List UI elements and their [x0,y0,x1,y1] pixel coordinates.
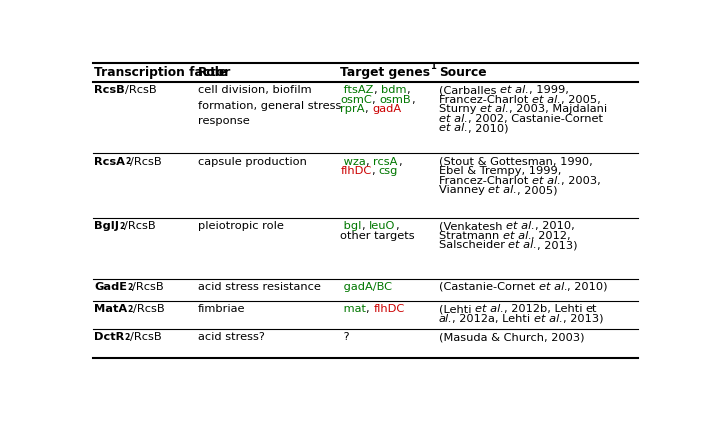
Text: ,: , [374,85,381,95]
Text: Transcription factor: Transcription factor [94,66,230,79]
Text: Salscheider: Salscheider [439,240,508,250]
Text: other targets: other targets [340,231,415,241]
Text: ?: ? [340,333,350,343]
Text: ,: , [398,157,401,167]
Text: osmB: osmB [379,95,411,105]
Text: et al.: et al. [439,114,467,124]
Text: (Carballes: (Carballes [439,85,500,95]
Text: capsule production: capsule production [198,157,307,167]
Text: MatA: MatA [94,304,127,314]
Text: fimbriae: fimbriae [198,304,245,314]
Text: et: et [586,304,597,314]
Text: , 2010): , 2010) [567,282,608,292]
Text: DctR: DctR [94,333,124,343]
Text: et al.: et al. [503,231,531,241]
Text: (Venkatesh: (Venkatesh [439,222,506,231]
Text: mat: mat [340,304,367,314]
Text: /RcsB: /RcsB [133,304,164,314]
Text: /RcsB: /RcsB [130,157,162,167]
Text: ,: , [396,222,399,231]
Text: RcsA: RcsA [94,157,125,167]
Text: ,: , [372,95,379,105]
Text: acid stress resistance: acid stress resistance [198,282,321,292]
Text: bdm: bdm [381,85,406,95]
Text: , 2010,: , 2010, [535,222,574,231]
Text: gadA: gadA [372,104,401,114]
Text: Ebel & Trempy, 1999,: Ebel & Trempy, 1999, [439,166,561,176]
Text: Source: Source [439,66,486,79]
Text: , 2003, Majdalani: , 2003, Majdalani [508,104,607,114]
Text: , 2013): , 2013) [563,314,603,323]
Text: , 2013): , 2013) [537,240,578,250]
Text: et al.: et al. [506,222,535,231]
Text: et al.: et al. [532,95,561,105]
Text: Francez-Charlot: Francez-Charlot [439,176,532,186]
Text: et al.: et al. [500,85,529,95]
Text: (Lehti: (Lehti [439,304,475,314]
Text: , 2012a, Lehti: , 2012a, Lehti [452,314,534,323]
Text: ,: , [367,304,374,314]
Text: BglJ: BglJ [94,222,119,231]
Text: csg: csg [379,166,398,176]
Text: al.: al. [439,314,452,323]
Text: , 2012,: , 2012, [531,231,571,241]
Text: Vianney: Vianney [439,185,488,195]
Text: rprA: rprA [340,104,365,114]
Text: Role: Role [198,66,228,79]
Text: ftsAZ: ftsAZ [340,85,374,95]
Text: Stratmann: Stratmann [439,231,503,241]
Text: et al.: et al. [539,282,567,292]
Text: flhDC: flhDC [374,304,405,314]
Text: ,: , [365,104,372,114]
Text: (Stout & Gottesman, 1990,: (Stout & Gottesman, 1990, [439,157,593,167]
Text: 2: 2 [119,222,125,231]
Text: RcsB: RcsB [94,85,125,95]
Text: , 2003,: , 2003, [561,176,601,186]
Text: , 2010): , 2010) [467,123,508,133]
Text: 2: 2 [124,333,130,342]
Text: 1: 1 [430,62,435,71]
Text: , 2002, Castanie-Cornet: , 2002, Castanie-Cornet [467,114,603,124]
Text: pleiotropic role: pleiotropic role [198,222,284,231]
Text: 2: 2 [127,305,133,314]
Text: , 2005): , 2005) [517,185,557,195]
Text: , 2005,: , 2005, [561,95,601,105]
Text: Francez-Charlot: Francez-Charlot [439,95,532,105]
Text: /RcsB: /RcsB [125,222,156,231]
Text: et al.: et al. [475,304,503,314]
Text: /RcsB: /RcsB [133,282,164,292]
Text: , 1999,: , 1999, [529,85,569,95]
Text: leuO: leuO [369,222,396,231]
Text: wza: wza [340,157,366,167]
Text: GadE: GadE [94,282,127,292]
Text: ,: , [406,85,410,95]
Text: et al.: et al. [480,104,508,114]
Text: 2: 2 [125,157,130,166]
Text: (Masuda & Church, 2003): (Masuda & Church, 2003) [439,333,584,343]
Text: et al.: et al. [532,176,561,186]
Text: ,: , [372,166,379,176]
Text: ,: , [362,222,369,231]
Text: , 2012b, Lehti: , 2012b, Lehti [503,304,586,314]
Text: (Castanie-Cornet: (Castanie-Cornet [439,282,539,292]
Text: /RcsB: /RcsB [125,85,157,95]
Text: osmC: osmC [340,95,372,105]
Text: flhDC: flhDC [340,166,372,176]
Text: ,: , [366,157,373,167]
Text: acid stress?: acid stress? [198,333,265,343]
Text: bgl: bgl [340,222,362,231]
Text: ,: , [411,95,415,105]
Text: Target genes: Target genes [340,66,430,79]
Text: /RcsB: /RcsB [130,333,162,343]
Text: gadA/BC: gadA/BC [340,282,392,292]
Text: et al.: et al. [534,314,563,323]
Text: et al.: et al. [508,240,537,250]
Text: cell division, biofilm
formation, general stress
response: cell division, biofilm formation, genera… [198,85,341,126]
Text: et al.: et al. [439,123,467,133]
Text: et al.: et al. [488,185,517,195]
Text: 2: 2 [127,283,133,291]
Text: Sturny: Sturny [439,104,480,114]
Text: rcsA: rcsA [373,157,398,167]
